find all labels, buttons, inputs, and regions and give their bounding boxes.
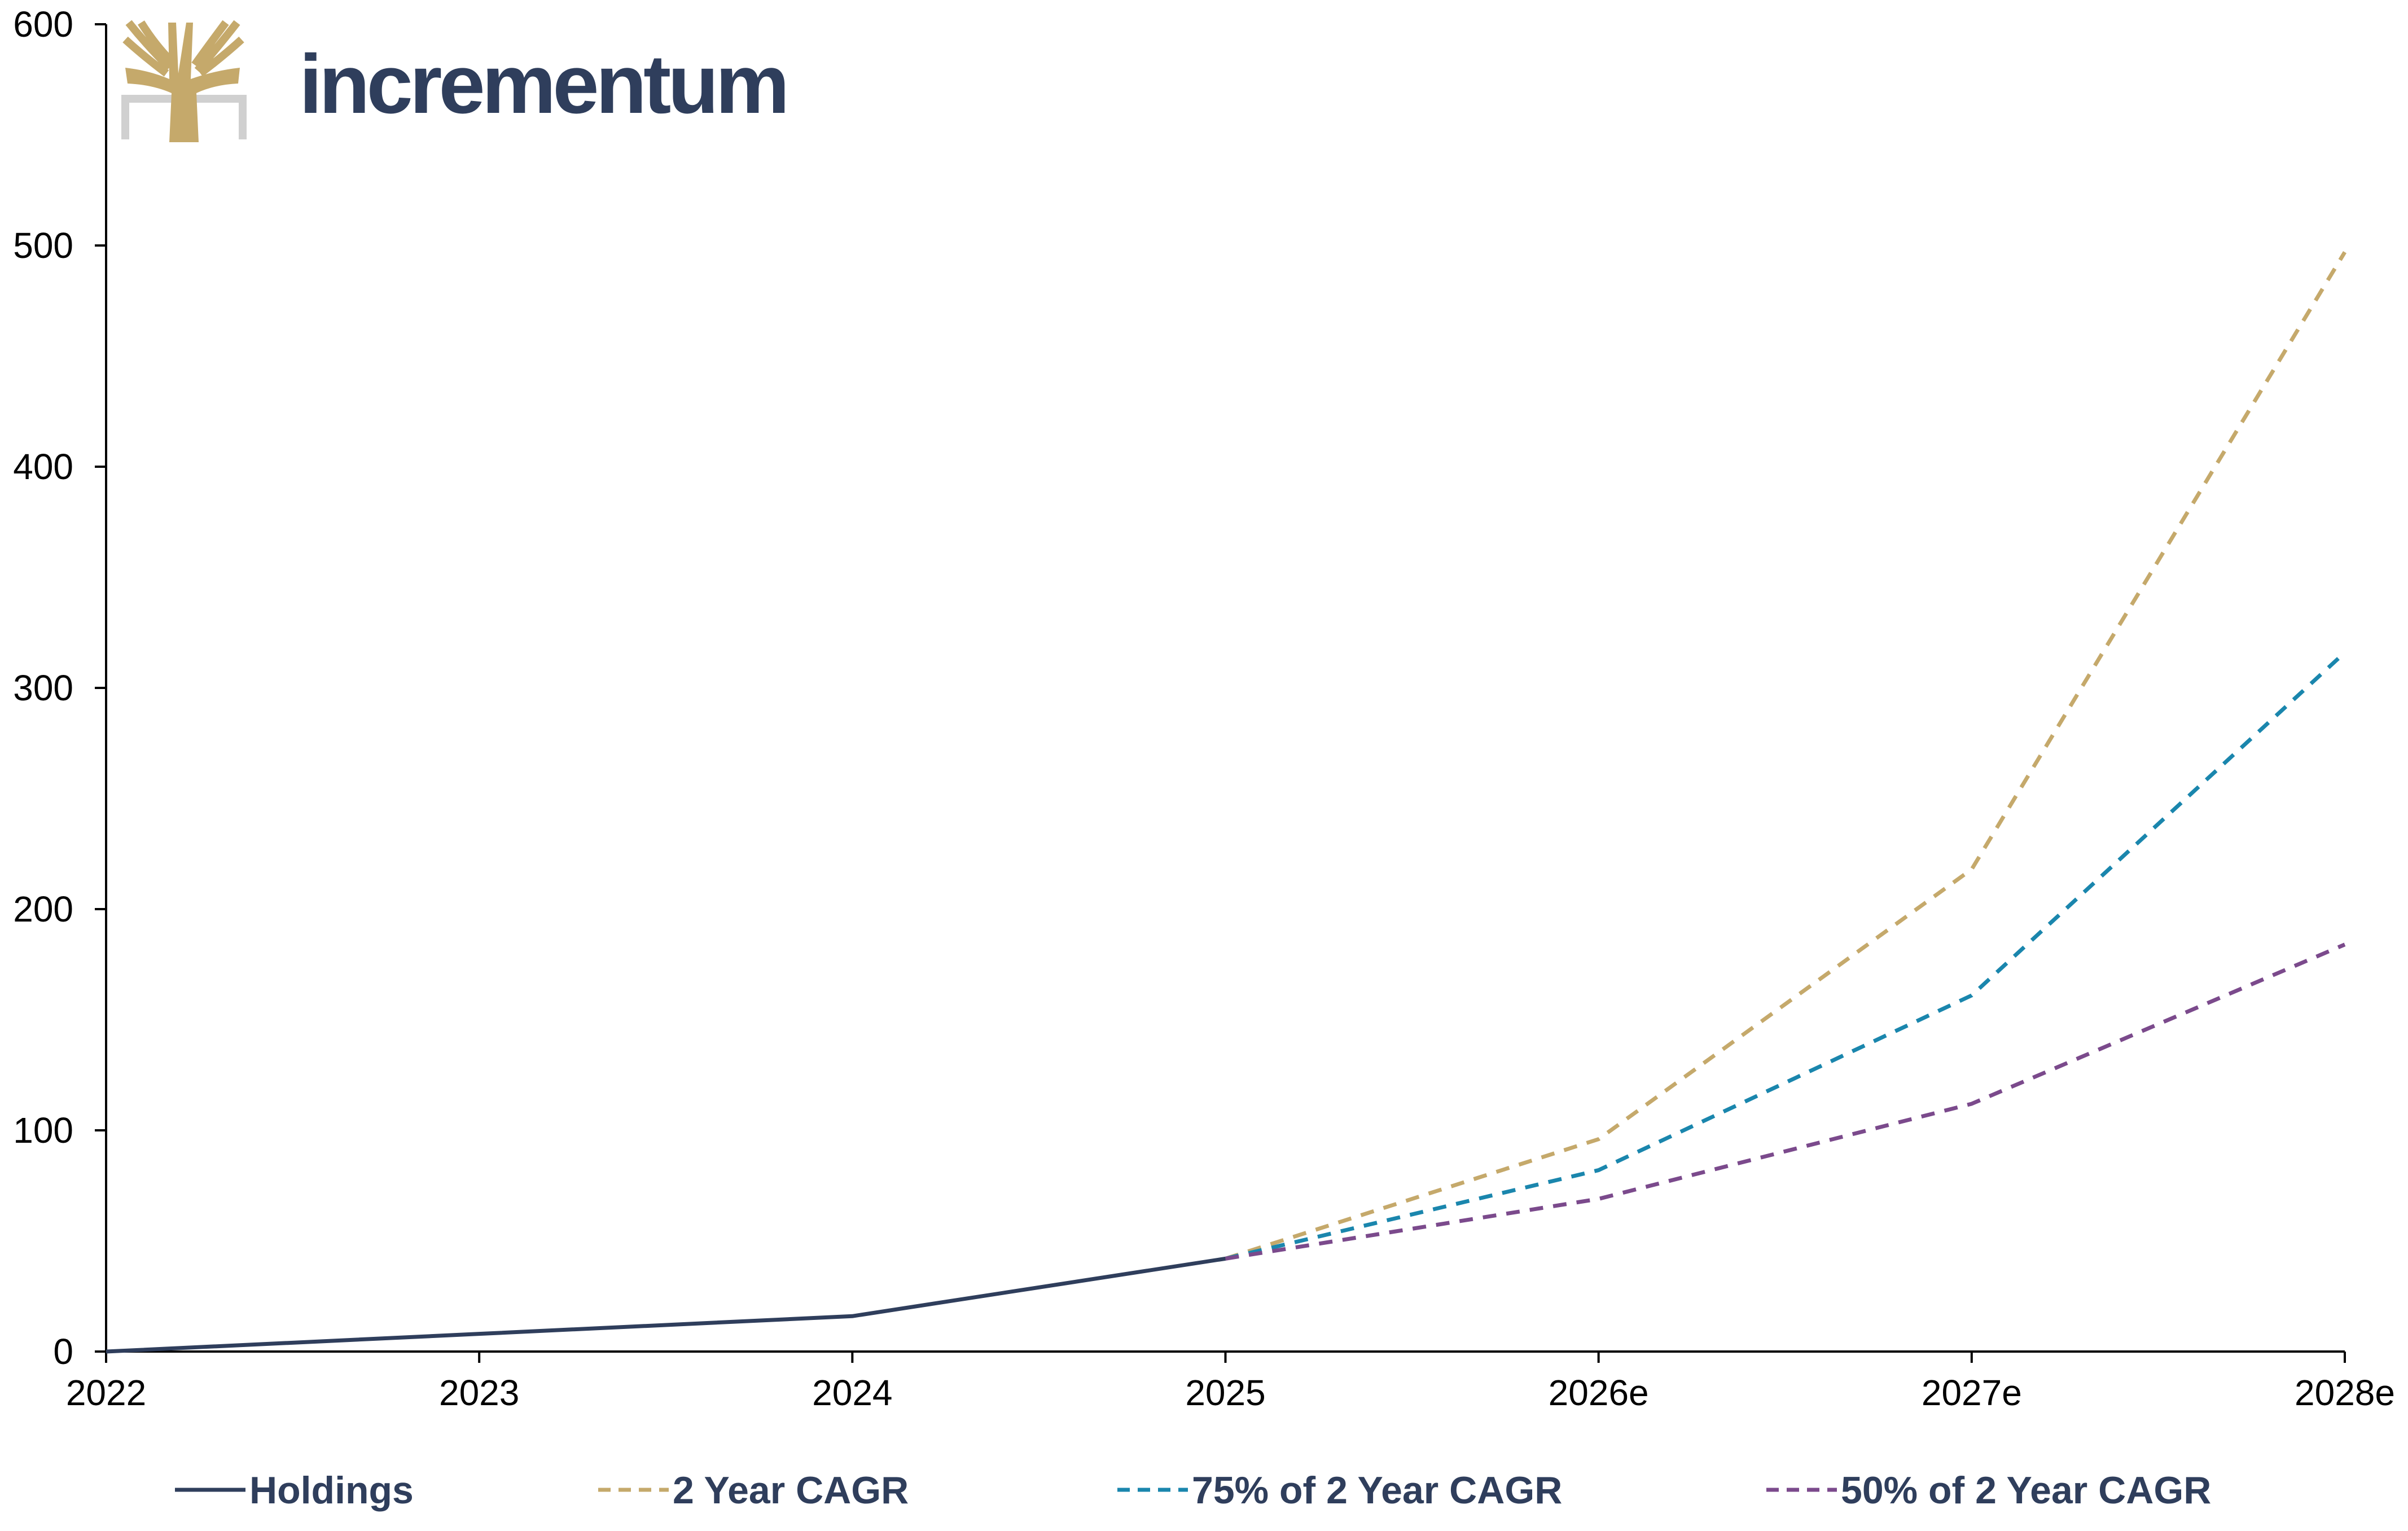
series-layer [106, 251, 2346, 1354]
x-tick-label: 2022 [66, 1372, 146, 1413]
y-tick-label: 0 [53, 1331, 73, 1372]
x-tick-label: 2026e [1549, 1372, 1649, 1413]
y-tick-label: 400 [13, 446, 73, 487]
x-tick-label: 2023 [439, 1372, 519, 1413]
y-tick-label: 300 [13, 668, 73, 708]
y-tick-label: 100 [13, 1110, 73, 1151]
series-line-holdings [106, 1256, 1226, 1354]
legend-label: Holdings [249, 1469, 414, 1512]
series-line-50-of-2-year-cagr [1225, 942, 2346, 1261]
series-line-75-of-2-year-cagr [1225, 651, 2346, 1261]
logo-wordmark: incrementum [299, 38, 786, 131]
legend-label: 75% of 2 Year CAGR [1192, 1469, 1562, 1512]
legend-label: 50% of 2 Year CAGR [1841, 1469, 2211, 1512]
tree-trunk [125, 23, 240, 142]
y-tick-label: 500 [13, 225, 73, 266]
series-line-2-year-cagr [1225, 251, 2346, 1261]
legend: Holdings 2 Year CAGR 75% of 2 Year CAGR 50%… [175, 1469, 2211, 1512]
legend-label: 2 Year CAGR [673, 1469, 909, 1512]
logo: incrementum [121, 20, 789, 142]
x-tick-label: 2024 [812, 1372, 892, 1413]
y-tick-label: 600 [13, 4, 73, 45]
x-tick-label: 2025 [1185, 1372, 1265, 1413]
x-tick-label: 2028e [2295, 1372, 2395, 1413]
axes: 0 100 200 300 400 500 600 2022 2023 2024 2025 2026e… [13, 4, 2395, 1413]
y-tick-label: 200 [13, 889, 73, 929]
tree-icon [121, 20, 247, 142]
x-tick-label: 2027e [1922, 1372, 2022, 1413]
